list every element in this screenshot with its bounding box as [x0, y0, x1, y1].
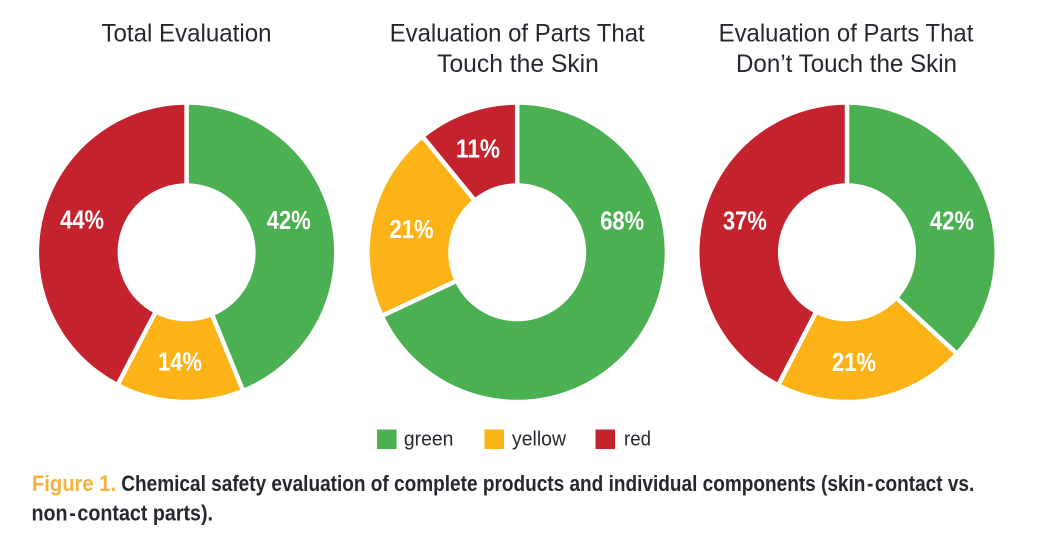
svg-text:42%: 42%: [930, 207, 974, 235]
svg-text:37%: 37%: [723, 208, 767, 236]
svg-text:Chemical safety evaluation of: Chemical safety evaluation of complete p…: [121, 471, 974, 496]
svg-text:Evaluation of Parts That: Evaluation of Parts That: [390, 20, 645, 48]
svg-text:Total Evaluation: Total Evaluation: [102, 20, 272, 48]
svg-text:Don’t Touch the Skin: Don’t Touch the Skin: [736, 50, 957, 78]
svg-text:44%: 44%: [60, 207, 104, 235]
svg-text:11%: 11%: [456, 135, 500, 163]
svg-text:green: green: [404, 427, 454, 450]
svg-text:yellow: yellow: [512, 427, 566, 450]
svg-text:21%: 21%: [390, 216, 434, 244]
svg-text:68%: 68%: [600, 207, 644, 235]
svg-text:14%: 14%: [158, 348, 202, 376]
svg-text:non - contact parts).: non - contact parts).: [32, 501, 214, 526]
svg-text:Evaluation of Parts That: Evaluation of Parts That: [719, 20, 974, 48]
svg-text:42%: 42%: [267, 207, 311, 235]
svg-text:red: red: [624, 427, 651, 450]
svg-text:Touch the Skin: Touch the Skin: [437, 50, 599, 78]
svg-text:21%: 21%: [832, 349, 876, 377]
svg-text:Figure 1.: Figure 1.: [32, 471, 116, 496]
